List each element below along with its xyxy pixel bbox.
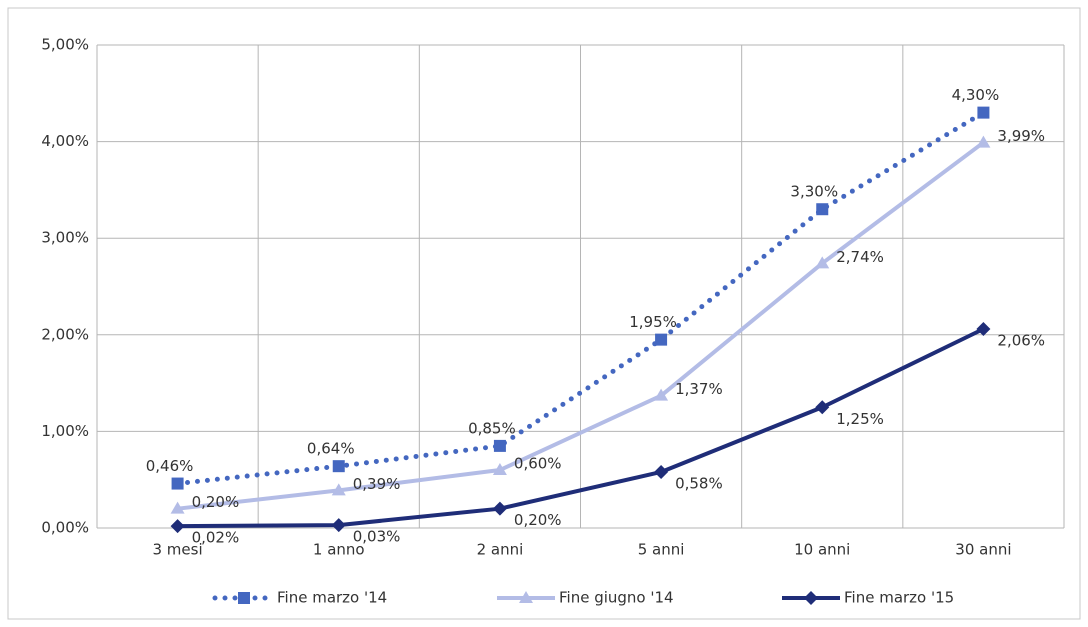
- data-label: 1,25%: [836, 410, 884, 428]
- data-label: 0,20%: [192, 493, 240, 511]
- chart-frame: [7, 7, 1081, 620]
- data-label: 0,58%: [675, 474, 723, 492]
- data-label: 0,02%: [192, 529, 240, 547]
- y-tick-label: 4,00%: [41, 132, 89, 150]
- y-tick-label: 1,00%: [41, 422, 89, 440]
- x-tick-label: 2 anni: [477, 541, 524, 559]
- data-label: 2,74%: [836, 248, 884, 266]
- marker: [804, 591, 818, 605]
- series-line: [175, 110, 986, 487]
- x-tick-label: 30 anni: [955, 541, 1011, 559]
- marker: [976, 322, 991, 337]
- x-tick-label: 10 anni: [794, 541, 850, 559]
- data-label: 1,95%: [629, 313, 677, 331]
- y-tick-label: 2,00%: [41, 325, 89, 343]
- data-label: 0,03%: [353, 528, 401, 546]
- marker: [492, 463, 507, 476]
- marker: [654, 388, 669, 401]
- marker: [815, 256, 830, 269]
- data-label: 0,20%: [514, 511, 562, 529]
- data-label: 3,99%: [997, 127, 1045, 145]
- marker: [170, 501, 185, 514]
- data-label: 4,30%: [952, 86, 1000, 104]
- marker: [815, 400, 830, 415]
- data-label: 0,60%: [514, 455, 562, 473]
- marker: [332, 460, 345, 473]
- marker: [171, 477, 184, 490]
- marker: [655, 333, 668, 346]
- marker: [976, 135, 991, 148]
- data-label: 0,39%: [353, 475, 401, 493]
- data-label: 0,64%: [307, 440, 355, 458]
- legend-label: Fine marzo '14: [277, 589, 387, 607]
- marker: [977, 106, 990, 119]
- data-label: 2,06%: [997, 332, 1045, 350]
- data-label: 0,85%: [468, 419, 516, 437]
- marker: [493, 439, 506, 452]
- legend-label: Fine marzo '15: [844, 589, 954, 607]
- data-label: 1,37%: [675, 380, 723, 398]
- marker: [519, 591, 533, 603]
- legend-label: Fine giugno '14: [559, 589, 674, 607]
- marker: [331, 483, 346, 496]
- y-tick-label: 0,00%: [41, 519, 89, 537]
- series-line: [177, 140, 985, 511]
- y-tick-label: 5,00%: [41, 36, 89, 54]
- data-label: 0,46%: [146, 457, 194, 475]
- marker: [331, 518, 346, 533]
- marker: [170, 519, 185, 534]
- y-tick-label: 3,00%: [41, 229, 89, 247]
- marker: [492, 501, 507, 516]
- marker: [654, 464, 669, 479]
- marker: [238, 592, 250, 604]
- x-tick-label: 1 anno: [313, 541, 365, 559]
- series-line: [177, 327, 985, 529]
- x-tick-label: 3 mesi: [153, 541, 203, 559]
- data-label: 3,30%: [790, 183, 838, 201]
- marker: [816, 203, 829, 216]
- x-tick-label: 5 anni: [638, 541, 685, 559]
